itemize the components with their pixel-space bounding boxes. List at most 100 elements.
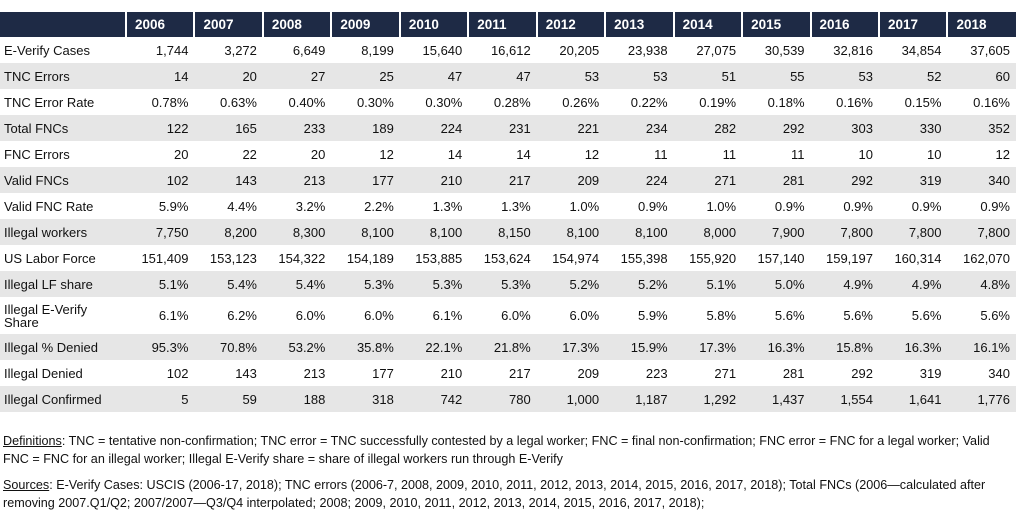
table-cell: 14 bbox=[126, 63, 195, 89]
table-cell: 5.4% bbox=[262, 271, 332, 297]
table-cell: 12 bbox=[584, 146, 600, 162]
table-cell: 217 bbox=[509, 365, 531, 381]
table-cell: 102 bbox=[126, 167, 195, 193]
table-cell: 6.1% bbox=[432, 308, 463, 323]
table-cell: 153,624 bbox=[483, 250, 531, 266]
table-cell: 231 bbox=[468, 115, 537, 141]
header-cell: 2009 bbox=[330, 12, 400, 37]
table-cell: 153,123 bbox=[209, 250, 257, 266]
table-cell: 95.3% bbox=[126, 334, 195, 360]
header-cell: 2017 bbox=[877, 12, 948, 37]
table-cell: 153,885 bbox=[415, 250, 463, 266]
table-cell: 6,649 bbox=[292, 42, 326, 58]
table-cell: 20 bbox=[173, 146, 189, 162]
table-cell: 10 bbox=[926, 146, 942, 162]
header-cell: 2011 bbox=[467, 12, 537, 37]
table-cell: 10 bbox=[858, 146, 873, 162]
table-cell: 1,187 bbox=[605, 386, 674, 412]
table-cell: 23,938 bbox=[627, 42, 668, 58]
table-cell: 8,199 bbox=[361, 42, 394, 58]
table-cell: 25 bbox=[331, 63, 400, 89]
row-label: Illegal workers bbox=[0, 219, 126, 245]
header-cell: 2008 bbox=[261, 12, 332, 37]
header-cell bbox=[0, 12, 126, 37]
header-cell: 2013 bbox=[604, 12, 674, 37]
table-cell: 22.1% bbox=[399, 334, 469, 360]
table-cell: 35.8% bbox=[331, 334, 400, 360]
header-cell: 2006 bbox=[124, 12, 195, 37]
table-cell: 1.0% bbox=[706, 198, 737, 214]
table-cell: 5.2% bbox=[536, 271, 606, 297]
row-label: Illegal Denied bbox=[4, 365, 83, 381]
table-cell: 21.8% bbox=[468, 334, 537, 360]
table-cell: 340 bbox=[988, 365, 1010, 381]
table-cell: 0.30% bbox=[356, 94, 394, 110]
table-cell: 6.0% bbox=[295, 308, 326, 323]
table-cell: 4.9% bbox=[810, 271, 879, 297]
table-cell: 7,800 bbox=[810, 219, 879, 245]
table-cell: 20 bbox=[310, 146, 326, 162]
table-cell: 281 bbox=[742, 167, 811, 193]
table-cell: 210 bbox=[440, 365, 463, 381]
table-row: Illegal LF share 5.1% 5.4% 5.4% 5.3% 5.3% 5.3%… bbox=[0, 271, 1016, 297]
header-row: 2006 2007 2008 2009 2010 2011 2012 2013 2014 2015… bbox=[0, 12, 1016, 37]
table-cell: 155,398 bbox=[620, 250, 668, 266]
table-row: E-Verify Cases 1,744 3,272 6,649 8,199 15,640… bbox=[0, 37, 1016, 63]
table-cell: 22 bbox=[242, 146, 257, 162]
table-cell: 155,920 bbox=[689, 250, 737, 266]
table-cell: 213 bbox=[262, 167, 332, 193]
header-cell: 2010 bbox=[398, 12, 469, 37]
table-cell: 271 bbox=[714, 365, 737, 381]
table-cell: 303 bbox=[810, 115, 879, 141]
table-cell: 0.19% bbox=[699, 94, 737, 110]
table-cell: 352 bbox=[947, 115, 1016, 141]
table-cell: 5.8% bbox=[706, 308, 737, 323]
table-cell: 14 bbox=[447, 146, 463, 162]
table-cell: 27,075 bbox=[696, 42, 737, 58]
table-row: Illegal workers 7,750 8,200 8,300 8,100 8,100… bbox=[0, 219, 1016, 245]
table-cell: 154,974 bbox=[552, 250, 600, 266]
table-cell: 0.28% bbox=[493, 94, 531, 110]
table-cell: 32,816 bbox=[833, 42, 873, 58]
table-cell: 340 bbox=[947, 167, 1016, 193]
table-cell: 2.2% bbox=[364, 198, 394, 214]
table-cell: 7,750 bbox=[126, 219, 195, 245]
table-cell: 6.2% bbox=[227, 308, 257, 323]
row-label: FNC Errors bbox=[4, 146, 70, 162]
table-cell: 0.16% bbox=[836, 94, 873, 110]
row-label: Valid FNCs bbox=[0, 167, 126, 193]
table-cell: 16.3% bbox=[742, 334, 811, 360]
table-cell: 0.15% bbox=[904, 94, 942, 110]
table-cell: 0.9% bbox=[774, 198, 805, 214]
table-cell: 20 bbox=[194, 63, 263, 89]
table-cell: 4.8% bbox=[947, 271, 1016, 297]
table-cell: 742 bbox=[399, 386, 469, 412]
table-cell: 12 bbox=[379, 146, 394, 162]
row-label: Valid FNC Rate bbox=[4, 198, 94, 214]
table-cell: 11 bbox=[791, 146, 805, 162]
row-label: Total FNCs bbox=[0, 115, 126, 141]
table-cell: 5.9% bbox=[158, 198, 189, 214]
table-row: Illegal Confirmed 5 59 188 318 742 780 1,000 1,1… bbox=[0, 386, 1016, 412]
table-cell: 4.4% bbox=[227, 198, 257, 214]
table-cell: 5 bbox=[126, 386, 195, 412]
table-cell: 8,200 bbox=[194, 219, 263, 245]
table-cell: 27 bbox=[262, 63, 332, 89]
table-cell: 319 bbox=[919, 365, 942, 381]
table-cell: 213 bbox=[303, 365, 326, 381]
table-row: FNC Errors 20 22 20 12 14 14 12 11 11 11 10 10 12 bbox=[0, 141, 1016, 167]
table-cell: 1,437 bbox=[742, 386, 811, 412]
table-cell: 5.6% bbox=[774, 308, 805, 323]
table-cell: 30,539 bbox=[764, 42, 805, 58]
row-label: Illegal % Denied bbox=[0, 334, 126, 360]
table-cell: 8,100 bbox=[331, 219, 400, 245]
table-cell: 53 bbox=[536, 63, 606, 89]
table-cell: 165 bbox=[194, 115, 263, 141]
table-cell: 6.0% bbox=[364, 308, 394, 323]
table-cell: 330 bbox=[878, 115, 948, 141]
table-cell: 12 bbox=[995, 146, 1010, 162]
table-cell: 8,100 bbox=[536, 219, 606, 245]
table-cell: 5.3% bbox=[399, 271, 469, 297]
table-cell: 292 bbox=[810, 167, 879, 193]
